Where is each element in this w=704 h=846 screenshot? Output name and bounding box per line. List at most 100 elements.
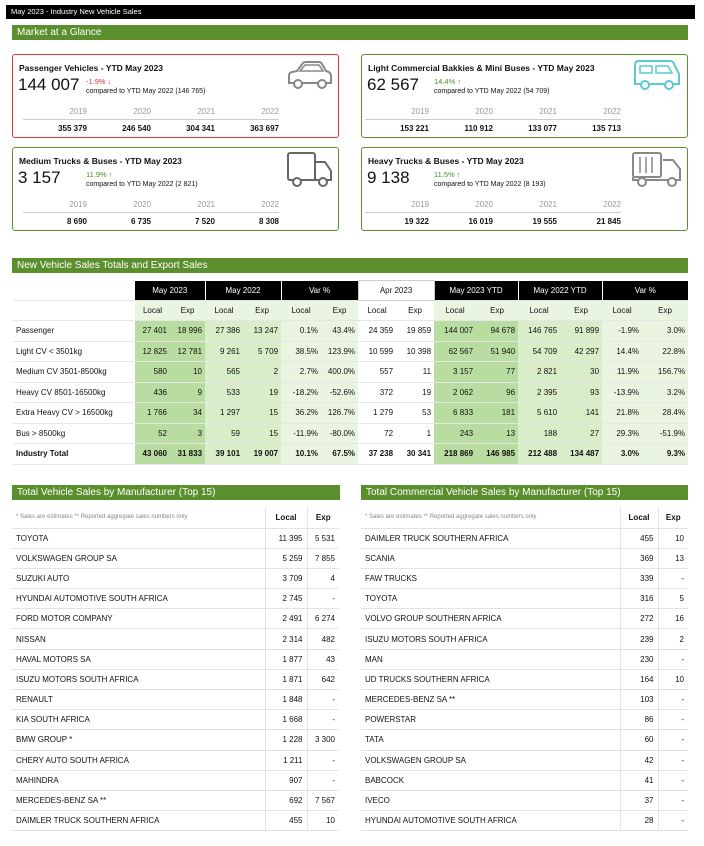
table-row: UD TRUCKS SOUTHERN AFRICA 164 10 (361, 669, 688, 691)
cell-value: 14.4% (602, 341, 643, 362)
cell-value: 1 297 (205, 402, 244, 424)
exp-value: 13 (657, 548, 688, 569)
manufacturer-name: TOYOTA (12, 528, 265, 549)
header-apr-2023: Apr 2023 (357, 280, 435, 301)
card-value: 144 007 (18, 75, 80, 94)
subheader-local: Local (358, 300, 397, 321)
manufacturer-name: HAVAL MOTORS SA (12, 649, 265, 670)
totals-header-row: May 2023 May 2022 Var % Apr 2023 May 202… (13, 280, 689, 301)
header-ytd-var: Var % (601, 280, 689, 301)
local-value: 42 (619, 750, 658, 771)
local-value: 103 (619, 689, 658, 711)
table-row: DAIMLER TRUCK SOUTHERN AFRICA 455 10 (12, 810, 339, 832)
exp-value: 5 (657, 588, 688, 610)
table-row: HAVAL MOTORS SA 1 877 43 (12, 649, 339, 670)
cell-value: 30 (560, 361, 603, 383)
card-title: Medium Trucks & Buses - YTD May 2023 (19, 156, 182, 166)
cell-value: 36.2% (281, 402, 322, 424)
passenger-vehicles-card: Passenger Vehicles - YTD May 2023 144 00… (12, 54, 339, 138)
exp-value: 16 (657, 608, 688, 630)
subheader-exp: Exp (170, 300, 206, 321)
local-value: 1 211 (264, 750, 307, 771)
cell-value: 13 (476, 423, 519, 444)
cell-value: 3 157 (434, 361, 477, 383)
exp-value: - (657, 810, 688, 832)
year-value: 19 322 (404, 217, 429, 226)
exp-value: 4 (306, 568, 339, 590)
year-label: 2022 (603, 107, 621, 116)
cell-value: 6 833 (434, 402, 477, 424)
cell-value: 91 899 (560, 320, 603, 342)
manufacturer-name: MERCEDES-BENZ SA ** (12, 790, 265, 812)
manufacturer-name: CHERY AUTO SOUTH AFRICA (12, 750, 265, 771)
totals-row: Industry Total 43 060 31 833 39 101 19 007 10… (13, 443, 689, 465)
cell-value: 52 (135, 423, 170, 444)
year-label: 2019 (69, 200, 87, 209)
cell-value: 146 765 (518, 320, 561, 342)
header-may-2023-ytd: May 2023 YTD (434, 280, 519, 301)
cell-value: 43 060 (135, 443, 170, 465)
cell-value: 19 (396, 382, 435, 403)
totals-row: Medium CV 3501-8500kg 580 10 565 2 2.7% 400.0%… (13, 361, 689, 383)
cell-value: 19 859 (396, 320, 435, 342)
totals-row: Passenger 27 401 18 996 27 386 13 247 0.1% 43.… (13, 320, 689, 342)
cell-value: 21.8% (602, 402, 643, 424)
commercial-manufacturer-table: * Sales are estimates ** Reported aggreg… (361, 507, 688, 832)
year-value: 135 713 (592, 124, 621, 133)
table-row: SUZUKI AUTO 3 709 4 (12, 568, 339, 590)
exp-value: - (657, 790, 688, 812)
cell-value: 3 (170, 423, 206, 444)
row-label: Passenger (13, 320, 135, 342)
cell-value: 557 (358, 361, 397, 383)
cell-value: -51.9% (642, 423, 689, 444)
cell-value: 146 985 (476, 443, 519, 465)
cell-value: 9.3% (642, 443, 689, 465)
cell-value: 533 (205, 382, 244, 403)
header-may-2022: May 2022 (204, 280, 282, 301)
local-value: 41 (619, 770, 658, 791)
exp-value: - (657, 750, 688, 771)
subheader-local: Local (518, 300, 561, 321)
year-value: 304 341 (186, 124, 215, 133)
subheader-exp: Exp (321, 300, 359, 321)
manufacturer-name: MERCEDES-BENZ SA ** (361, 689, 620, 711)
table-row: TOYOTA 11 395 5 531 (12, 528, 339, 549)
cell-value: 10 (170, 361, 206, 383)
cell-value: 156.7% (642, 361, 689, 383)
card-compare: compared to YTD May 2022 (146 765) (86, 88, 206, 95)
car-icon (288, 61, 332, 89)
cell-value: 5 709 (243, 341, 282, 362)
manufacturer-name: BMW GROUP * (12, 729, 265, 751)
year-label: 2022 (261, 107, 279, 116)
row-label: Bus > 8500kg (13, 423, 135, 444)
table-row: ISUZU MOTORS SOUTH AFRICA 239 2 (361, 628, 688, 650)
table-row: POWERSTAR 86- (361, 709, 688, 731)
card-percent: 14.4% ↑ (434, 77, 462, 86)
manufacturer-name: DAIMLER TRUCK SOUTHERN AFRICA (361, 528, 620, 549)
exp-value: 43 (306, 649, 339, 670)
year-value: 6 735 (130, 217, 151, 226)
table-row: FAW TRUCKS 339- (361, 568, 688, 590)
cell-value: 31 833 (170, 443, 206, 465)
row-label: Light CV < 3501kg (13, 341, 135, 362)
local-value: 369 (619, 548, 658, 569)
year-label: 2022 (603, 200, 621, 209)
subheader-local: Local (434, 300, 477, 321)
cell-value: 565 (205, 361, 244, 383)
manufacturer-name: MAN (361, 649, 620, 670)
table-row: RENAULT 1 848- (12, 689, 339, 711)
cell-value: 54 709 (518, 341, 561, 362)
row-label: Industry Total (13, 443, 135, 465)
year-label: 2020 (133, 107, 151, 116)
manufacturer-name: VOLKSWAGEN GROUP SA (361, 750, 620, 771)
exp-value: 3 300 (306, 729, 339, 751)
table-row: VOLKSWAGEN GROUP SA 5 259 7 855 (12, 548, 339, 569)
exp-value: - (657, 568, 688, 590)
year-label: 2020 (475, 200, 493, 209)
year-value: 246 540 (122, 124, 151, 133)
local-value: 3 709 (264, 568, 307, 590)
exp-value: 10 (657, 528, 688, 549)
cell-value: 10 398 (396, 341, 435, 362)
cell-value: 59 (205, 423, 244, 444)
cell-value: 10 599 (358, 341, 397, 362)
